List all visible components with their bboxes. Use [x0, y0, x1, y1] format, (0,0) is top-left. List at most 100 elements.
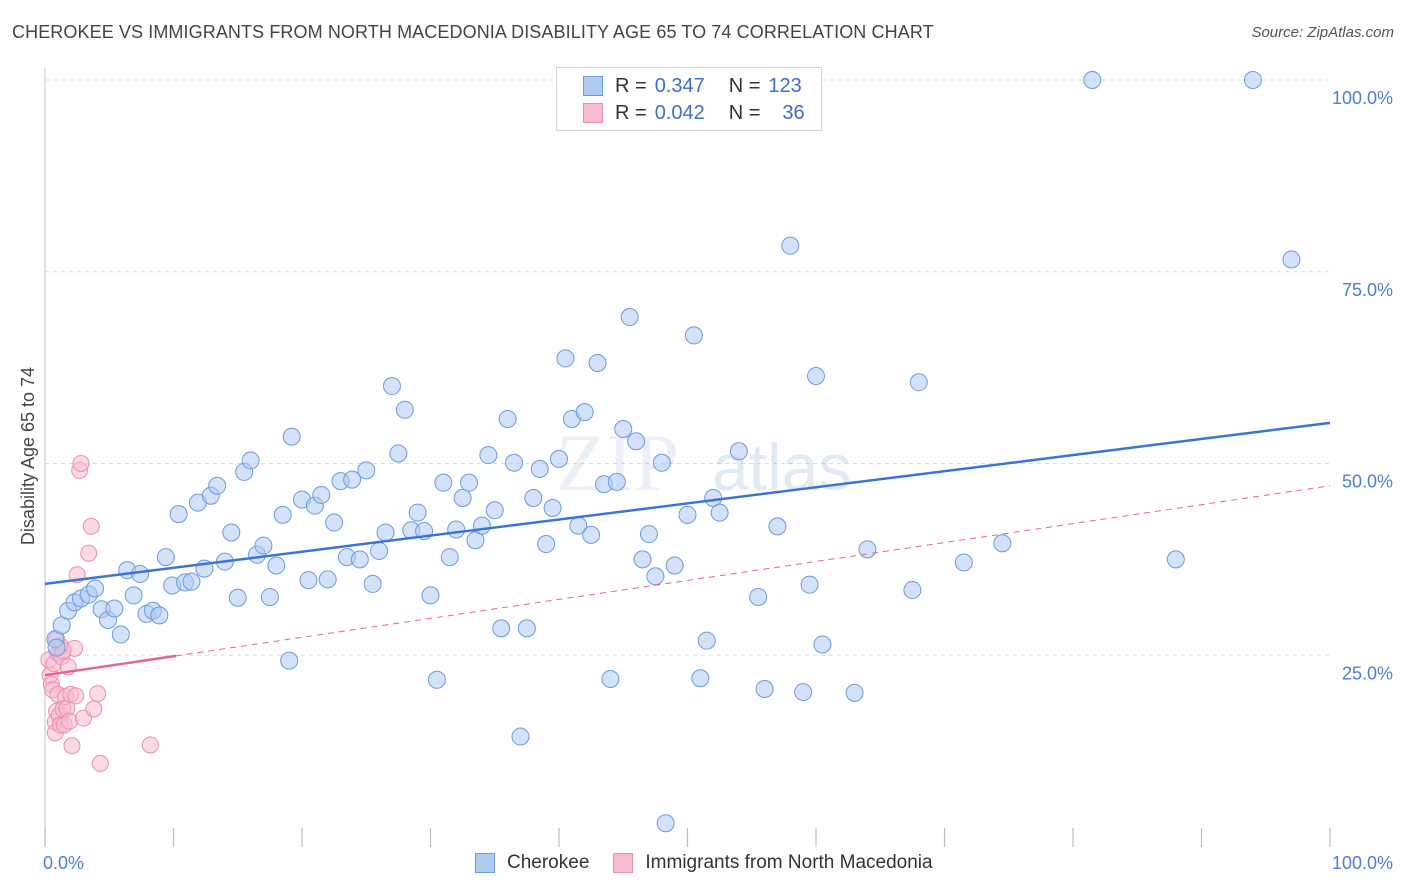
data-point-immigrants	[60, 712, 78, 730]
data-point-cherokee	[524, 489, 543, 508]
data-point-cherokee	[222, 523, 241, 542]
data-point-cherokee	[389, 444, 408, 463]
data-point-cherokee	[556, 349, 575, 368]
data-point-cherokee	[684, 326, 703, 345]
data-point-cherokee	[794, 683, 813, 702]
source-label: Source: ZipAtlas.com	[1251, 24, 1394, 41]
data-point-cherokee	[408, 503, 427, 522]
data-point-cherokee	[729, 442, 748, 461]
data-point-cherokee	[800, 575, 819, 594]
data-point-cherokee	[1243, 71, 1262, 89]
data-point-cherokee	[376, 523, 395, 542]
x-tick-label: 0.0%	[43, 853, 84, 873]
data-point-cherokee	[363, 574, 382, 593]
axis-labels: 25.0% 50.0% 75.0% 100.0% 0.0% 100.0% Disabilit…	[18, 88, 1393, 873]
trend-line-immigrants-solid	[44, 654, 177, 677]
data-point-cherokee	[665, 556, 684, 575]
y-axis-label: Disability Age 65 to 74	[18, 367, 38, 545]
data-point-cherokee	[627, 432, 646, 451]
data-point-cherokee	[208, 476, 227, 495]
data-point-cherokee	[710, 503, 729, 522]
data-point-cherokee	[325, 513, 344, 532]
legend-swatch-cherokee	[475, 853, 495, 873]
data-point-cherokee	[543, 498, 562, 517]
data-point-cherokee	[909, 373, 928, 392]
data-point-cherokee	[267, 556, 286, 575]
data-point-cherokee	[620, 308, 639, 327]
legend-n-value: 36	[782, 101, 805, 124]
legend-swatch-immigrants	[613, 853, 634, 873]
data-point-immigrants	[63, 737, 81, 755]
data-point-cherokee	[954, 553, 973, 572]
y-tick-label: 100.0%	[1332, 88, 1393, 108]
legend-n-label: N =	[728, 101, 761, 124]
data-point-cherokee	[370, 541, 389, 560]
data-point-cherokee	[781, 236, 800, 255]
data-point-cherokee	[427, 670, 446, 689]
legend-row-immigrants: R = 0.042 N = 36	[557, 99, 805, 127]
data-point-cherokee	[697, 631, 716, 650]
data-point-cherokee	[182, 572, 201, 591]
data-point-cherokee	[111, 625, 130, 644]
data-point-cherokee	[260, 587, 279, 606]
data-point-immigrants	[80, 544, 98, 562]
data-point-cherokee	[588, 354, 607, 373]
data-point-cherokee	[312, 485, 331, 504]
data-point-cherokee	[1166, 550, 1185, 569]
data-point-cherokee	[434, 473, 453, 492]
legend-label-cherokee: Cherokee	[507, 852, 590, 873]
legend-swatch-immigrants	[583, 103, 603, 123]
y-tick-label: 25.0%	[1342, 663, 1393, 683]
trend-line-cherokee	[44, 421, 1331, 586]
legend-swatch-cherokee	[583, 76, 603, 96]
data-point-immigrants	[91, 754, 109, 772]
data-point-cherokee	[47, 638, 66, 657]
gridlines	[45, 79, 1332, 656]
data-point-cherokee	[357, 461, 376, 480]
data-point-cherokee	[492, 619, 511, 638]
data-point-cherokee	[447, 520, 466, 539]
y-tick-label: 75.0%	[1342, 280, 1393, 300]
stats-legend: R = 0.347 N = 123 R = 0.042 N = 36	[556, 67, 822, 131]
data-point-cherokee	[343, 470, 362, 489]
legend-n-label: N =	[728, 74, 761, 97]
data-point-cherokee	[652, 453, 671, 472]
data-point-cherokee	[607, 472, 626, 491]
data-point-immigrants	[89, 685, 107, 703]
data-point-immigrants	[67, 687, 85, 705]
watermark-atlas: atlas	[712, 430, 851, 504]
data-point-immigrants	[82, 517, 100, 535]
data-point-cherokee	[530, 459, 549, 478]
data-point-cherokee	[282, 427, 301, 446]
data-point-cherokee	[550, 449, 568, 468]
data-point-cherokee	[105, 599, 124, 618]
trend-lines	[44, 421, 1331, 677]
data-point-cherokee	[755, 679, 774, 698]
legend-n-value: 123	[768, 74, 802, 97]
data-point-cherokee	[382, 377, 401, 396]
legend-r-value: 0.347	[654, 74, 705, 97]
data-point-cherokee	[124, 586, 143, 605]
legend-row-cherokee: R = 0.347 N = 123	[557, 72, 802, 100]
data-point-cherokee	[537, 535, 556, 554]
data-point-cherokee	[807, 367, 825, 386]
data-point-cherokee	[254, 536, 273, 555]
data-point-immigrants	[85, 700, 103, 718]
data-point-cherokee	[691, 669, 710, 688]
data-point-cherokee	[169, 505, 188, 524]
data-point-cherokee	[150, 606, 169, 625]
data-point-cherokee	[453, 489, 472, 508]
legend-r-value: 0.042	[654, 101, 705, 124]
data-point-cherokee	[768, 517, 787, 536]
data-point-cherokee	[241, 451, 260, 470]
data-point-cherokee	[498, 410, 517, 429]
trend-line-immigrants-dashed	[44, 485, 1331, 676]
data-point-cherokee	[749, 587, 768, 606]
data-point-cherokee	[614, 419, 633, 438]
legend-item-cherokee: Cherokee	[475, 852, 589, 874]
data-point-cherokee	[845, 683, 864, 702]
x-tick-label: 100.0%	[1332, 853, 1393, 873]
data-point-cherokee	[575, 403, 594, 422]
data-point-cherokee	[299, 571, 318, 590]
data-point-cherokee	[633, 550, 652, 569]
